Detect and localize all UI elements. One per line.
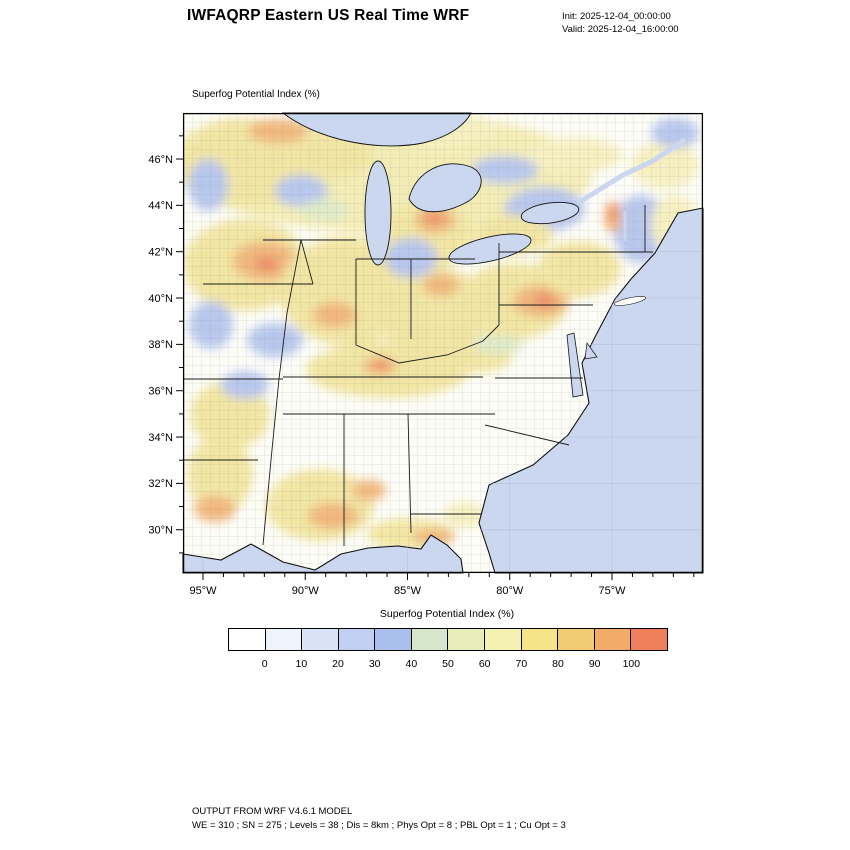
lat-tick-label: 34°N [148, 432, 173, 444]
lon-tick-label: 80°W [496, 585, 524, 597]
colorbar-tick-label: 40 [405, 658, 418, 670]
lat-tick-label: 42°N [148, 246, 173, 258]
colorbar-tick-labels: 0 10 20 30 40 50 60 70 80 90 100 [228, 658, 668, 672]
colorbar-box [484, 628, 522, 651]
map-axes: 46°N 44°N 42°N 40°N 38°N 36°N 34°N 32°N 30°N 95°W… [148, 135, 695, 597]
colorbar-box [520, 628, 559, 651]
long-island [614, 296, 646, 306]
model-version-line: OUTPUT FROM WRF V4.6.1 MODEL [192, 806, 353, 817]
map-canvas: 46°N 44°N 42°N 40°N 38°N 36°N 34°N 32°N 30°N 95°W… [148, 112, 704, 597]
lat-tick-label: 46°N [148, 154, 173, 166]
state-borders [183, 205, 653, 546]
valid-timestamp: Valid: 2025-12-04_16:00:00 [562, 24, 679, 35]
colorbar-tick-label: 30 [368, 658, 381, 670]
colorbar-tick-label: 50 [442, 658, 454, 670]
colorbar [228, 628, 668, 651]
lake-superior [281, 112, 472, 147]
colorbar-box [337, 628, 376, 651]
colorbar-tick-label: 100 [622, 658, 641, 670]
state-border-line [484, 424, 570, 446]
colorbar-box [264, 628, 303, 651]
lon-tick-label: 90°W [292, 585, 320, 597]
chesapeake-bay [566, 332, 584, 398]
lake-huron [408, 163, 482, 213]
colorbar-box [301, 628, 339, 651]
lat-tick-label: 30°N [148, 525, 173, 537]
state-border-line [407, 413, 412, 534]
colorbar-tick-label: 60 [478, 658, 491, 670]
map-figure: 46°N 44°N 42°N 40°N 38°N 36°N 34°N 32°N 30°N 95°W… [148, 112, 704, 597]
lat-tick-label: 32°N [148, 478, 173, 490]
great-lakes [281, 112, 686, 398]
init-timestamp: Init: 2025-12-04_00:00:00 [562, 11, 671, 22]
lake-erie [448, 233, 532, 265]
model-output-footer: OUTPUT FROM WRF V4.6.1 MODEL WE = 310 ; … [192, 805, 566, 832]
map-frame [182, 112, 704, 574]
colorbar-tick-label: 10 [295, 658, 308, 670]
st-lawrence-river [578, 138, 686, 204]
colorbar-tick-label: 70 [515, 658, 528, 670]
run-timestamps: Init: 2025-12-04_00:00:00 Valid: 2025-12… [562, 10, 679, 36]
colorbar-tick-label: 90 [588, 658, 601, 670]
colorbar-box [557, 628, 595, 651]
colorbar-tick-label: 80 [552, 658, 564, 670]
state-border-line [262, 239, 302, 546]
lon-tick-label: 85°W [394, 585, 422, 597]
lat-tick-label: 36°N [148, 386, 173, 398]
page-title: IWFAQRP Eastern US Real Time WRF [187, 7, 470, 24]
colorbar-box [447, 628, 486, 651]
lat-tick-label: 38°N [148, 339, 173, 351]
colorbar-box [374, 628, 412, 651]
colorbar-box [410, 628, 449, 651]
state-border-line [355, 324, 500, 364]
lat-tick-label: 44°N [148, 200, 173, 212]
state-border-line [300, 239, 314, 285]
colorbar-tick-label: 0 [261, 658, 268, 670]
colorbar-box [228, 628, 266, 651]
colorbar-title: Superfog Potential Index (%) [379, 608, 515, 620]
colorbar-tick-label: 20 [332, 658, 344, 670]
model-config-line: WE = 310 ; SN = 275 ; Levels = 38 ; Dis … [192, 819, 566, 831]
map-panel-label: Superfog Potential Index (%) [192, 89, 320, 100]
lake-michigan [364, 160, 392, 266]
delaware-bay [584, 342, 598, 360]
lon-tick-label: 75°W [598, 585, 626, 597]
lake-ontario [520, 201, 580, 225]
colorbar-box [630, 628, 668, 651]
lon-tick-label: 95°W [189, 585, 217, 597]
colorbar-box [593, 628, 632, 651]
lat-tick-label: 40°N [148, 293, 173, 305]
